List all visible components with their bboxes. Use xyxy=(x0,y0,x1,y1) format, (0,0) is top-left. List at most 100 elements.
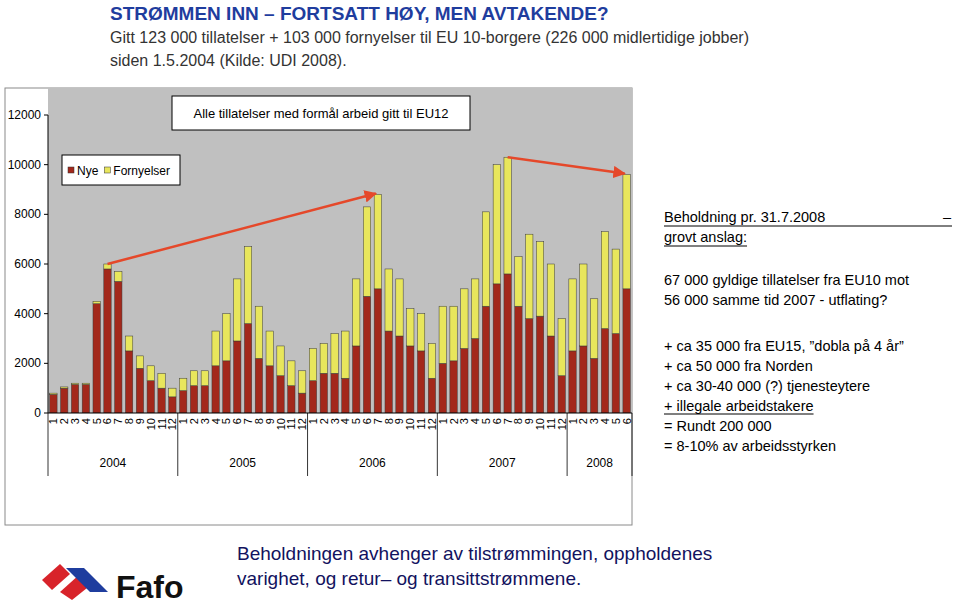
chart-title: Alle tillatelser med formål arbeid gitt … xyxy=(193,106,448,121)
bar-segment xyxy=(255,306,262,358)
bar-segment xyxy=(385,269,392,331)
underline xyxy=(664,414,814,415)
footer-text: varighet, og retur– og transittstrømmene… xyxy=(237,568,581,589)
bar-segment xyxy=(601,329,608,413)
y-tick xyxy=(44,115,48,116)
notes-list-item: + illegale arbeidstakere xyxy=(664,398,814,414)
bar-segment xyxy=(472,279,479,339)
bar-segment xyxy=(223,361,230,413)
bar-segment xyxy=(266,331,273,366)
bar-segment xyxy=(61,387,68,388)
bar-segment xyxy=(428,343,435,378)
legend-box xyxy=(62,155,180,185)
notes-line: 56 000 samme tid 2007 - utflating? xyxy=(664,292,887,308)
bar-segment xyxy=(612,249,619,333)
y-tick-label: 0 xyxy=(34,406,41,420)
bar-segment xyxy=(353,279,360,346)
bar-segment xyxy=(82,384,89,413)
bar-segment xyxy=(493,284,500,413)
plot-background xyxy=(48,88,632,413)
y-tick xyxy=(44,164,48,165)
bar-segment xyxy=(396,336,403,413)
bar-segment xyxy=(125,336,132,351)
trend-arrow xyxy=(508,157,625,173)
bar-segment xyxy=(50,393,57,394)
group-separator xyxy=(567,413,568,476)
bar-segment xyxy=(104,269,111,413)
bar-segment xyxy=(309,381,316,413)
bar-segment xyxy=(223,314,230,361)
bar-segment xyxy=(536,242,543,317)
page-title: STRØMMEN INN – FORTSATT HØY, MEN AVTAKEN… xyxy=(110,3,609,24)
bar-segment xyxy=(590,358,597,413)
bar-segment xyxy=(569,351,576,413)
y-tick-label: 4000 xyxy=(14,307,41,321)
bar-segment xyxy=(201,371,208,386)
bar-segment xyxy=(428,378,435,413)
bar-segment xyxy=(212,366,219,413)
chart-title-box xyxy=(172,96,470,130)
bar-segment xyxy=(201,386,208,413)
bar-segment xyxy=(547,264,554,336)
bar-segment xyxy=(190,386,197,413)
group-separator xyxy=(437,413,438,476)
bar-segment xyxy=(623,289,630,413)
notes-list-item: + ca 30-40 000 (?) tjenesteytere xyxy=(664,378,870,394)
x-group-label: 2007 xyxy=(489,456,516,470)
bar-segment xyxy=(385,331,392,413)
bar-segment xyxy=(158,388,165,413)
bar-segment xyxy=(450,306,457,361)
bar-segment xyxy=(558,376,565,413)
x-group-label: 2004 xyxy=(100,456,127,470)
bar-segment xyxy=(363,296,370,413)
notes-list-item: + ca 35 000 fra EU15, ”dobla på 4 år” xyxy=(664,338,904,354)
legend-swatch xyxy=(104,167,110,173)
bar-segment xyxy=(158,373,165,388)
y-tick-label: 12000 xyxy=(8,108,42,122)
bar-segment xyxy=(320,343,327,373)
x-group-label: 2005 xyxy=(229,456,256,470)
logo-text: Fafo xyxy=(116,569,184,605)
y-tick-label: 8000 xyxy=(14,207,41,221)
bar-segment xyxy=(461,348,468,413)
bar-segment xyxy=(136,368,143,413)
notes-list-item: + ca 50 000 fra Norden xyxy=(664,358,813,374)
bar-segment xyxy=(244,324,251,413)
bar-segment xyxy=(439,306,446,363)
bar-segment xyxy=(115,271,122,281)
notes-dash: – xyxy=(943,209,952,225)
x-group-label: 2008 xyxy=(586,456,613,470)
legend-label: Nye xyxy=(77,164,99,178)
bar-segment xyxy=(342,331,349,378)
y-tick xyxy=(44,214,48,215)
bar-segment xyxy=(288,386,295,413)
bar-segment xyxy=(374,194,381,288)
trend-arrow xyxy=(107,193,375,264)
notes-line: 67 000 gyldige tillatelser fra EU10 mot xyxy=(664,272,909,288)
bar-segment xyxy=(482,306,489,413)
bar-segment xyxy=(298,393,305,413)
x-axis xyxy=(48,413,632,414)
legend-swatch xyxy=(68,167,74,173)
page-subtitle: siden 1.5.2004 (Kilde: UDI 2008). xyxy=(110,52,347,69)
footer-text: Beholdningen avhenger av tilstrømmingen,… xyxy=(237,543,712,564)
bar-segment xyxy=(417,351,424,413)
bar-segment xyxy=(331,334,338,374)
bar-segment xyxy=(450,361,457,413)
bar-segment xyxy=(526,319,533,413)
y-tick xyxy=(44,363,48,364)
bar-segment xyxy=(558,319,565,376)
bar-segment xyxy=(266,366,273,413)
bar-segment xyxy=(569,279,576,351)
bar-segment xyxy=(169,397,176,413)
bar-segment xyxy=(515,306,522,413)
bar-segment xyxy=(580,346,587,413)
x-tick-label: 6 xyxy=(621,418,633,424)
bar-segment xyxy=(374,289,381,413)
bar-segment xyxy=(180,378,187,390)
underline xyxy=(664,246,747,247)
x-group-label: 2006 xyxy=(359,456,386,470)
bar-segment xyxy=(472,339,479,414)
bar-segment xyxy=(526,234,533,318)
bar-segment xyxy=(288,361,295,386)
